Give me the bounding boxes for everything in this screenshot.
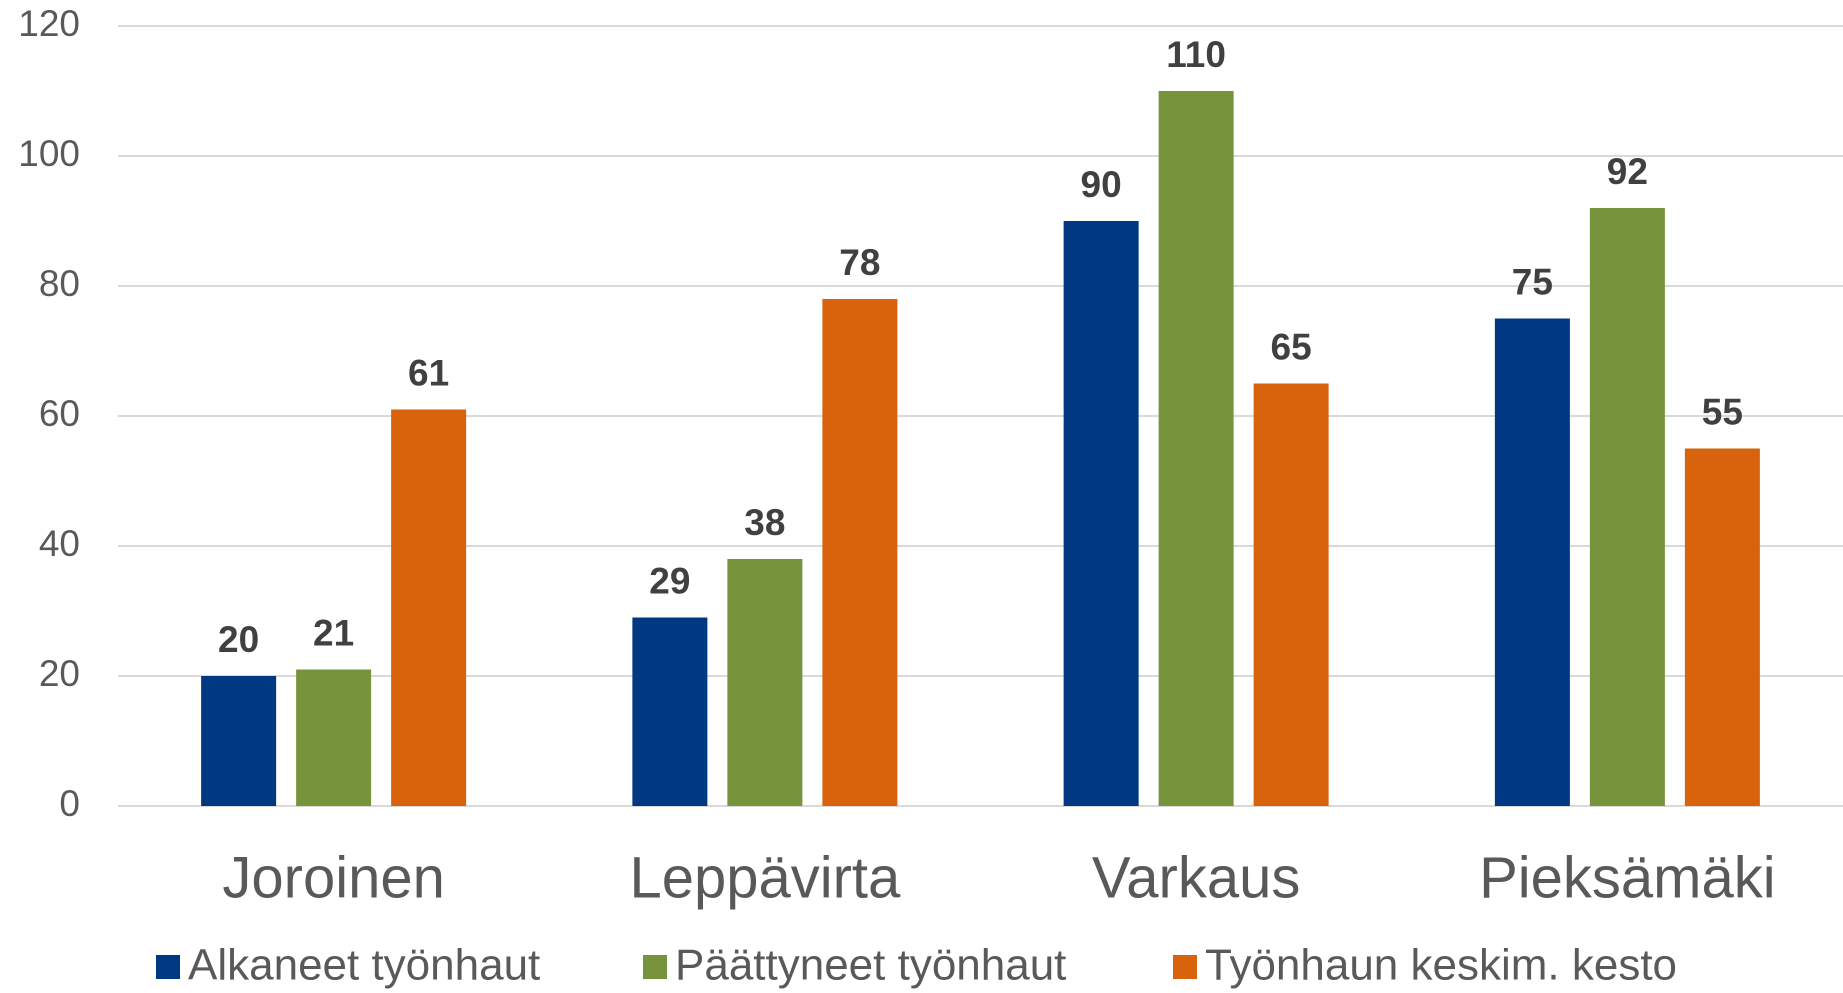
data-label: 65 [1271,326,1312,367]
bar [296,669,372,806]
legend-label: Päättyneet työnhaut [675,941,1066,990]
bar [391,409,467,806]
bar [201,676,277,806]
bar [727,559,803,806]
bar [1158,91,1234,806]
data-label: 20 [218,619,259,660]
data-label: 61 [408,352,449,393]
data-label: 21 [313,612,354,653]
y-tick-label: 20 [39,653,80,694]
y-tick-label: 120 [18,3,80,44]
data-label: 29 [649,560,690,601]
legend-swatch [643,955,667,979]
legend-swatch [1173,955,1197,979]
x-tick-label: Leppävirta [629,845,901,910]
legend-label: Alkaneet työnhaut [188,941,540,990]
data-label: 38 [744,502,785,543]
bar [822,299,898,806]
legend-label: Työnhaun keskim. kesto [1205,941,1677,990]
data-label: 78 [839,242,880,283]
legend-swatch [156,955,180,979]
bar [1063,221,1139,806]
bar [1589,208,1665,806]
data-label: 110 [1166,34,1226,75]
x-tick-label: Joroinen [222,845,444,910]
bar [1494,318,1570,806]
data-label: 92 [1607,151,1648,192]
y-tick-label: 100 [18,133,80,174]
bar [1684,448,1760,806]
x-tick-label: Pieksämäki [1479,845,1776,910]
y-tick-label: 40 [39,523,80,564]
y-tick-label: 80 [39,263,80,304]
data-label: 55 [1702,391,1743,432]
y-tick-label: 60 [39,393,80,434]
bar [632,617,708,806]
data-label: 75 [1512,261,1553,302]
bar [1253,383,1329,806]
y-tick-label: 0 [59,783,80,824]
data-label: 90 [1081,164,1122,205]
x-tick-label: Varkaus [1092,845,1300,910]
